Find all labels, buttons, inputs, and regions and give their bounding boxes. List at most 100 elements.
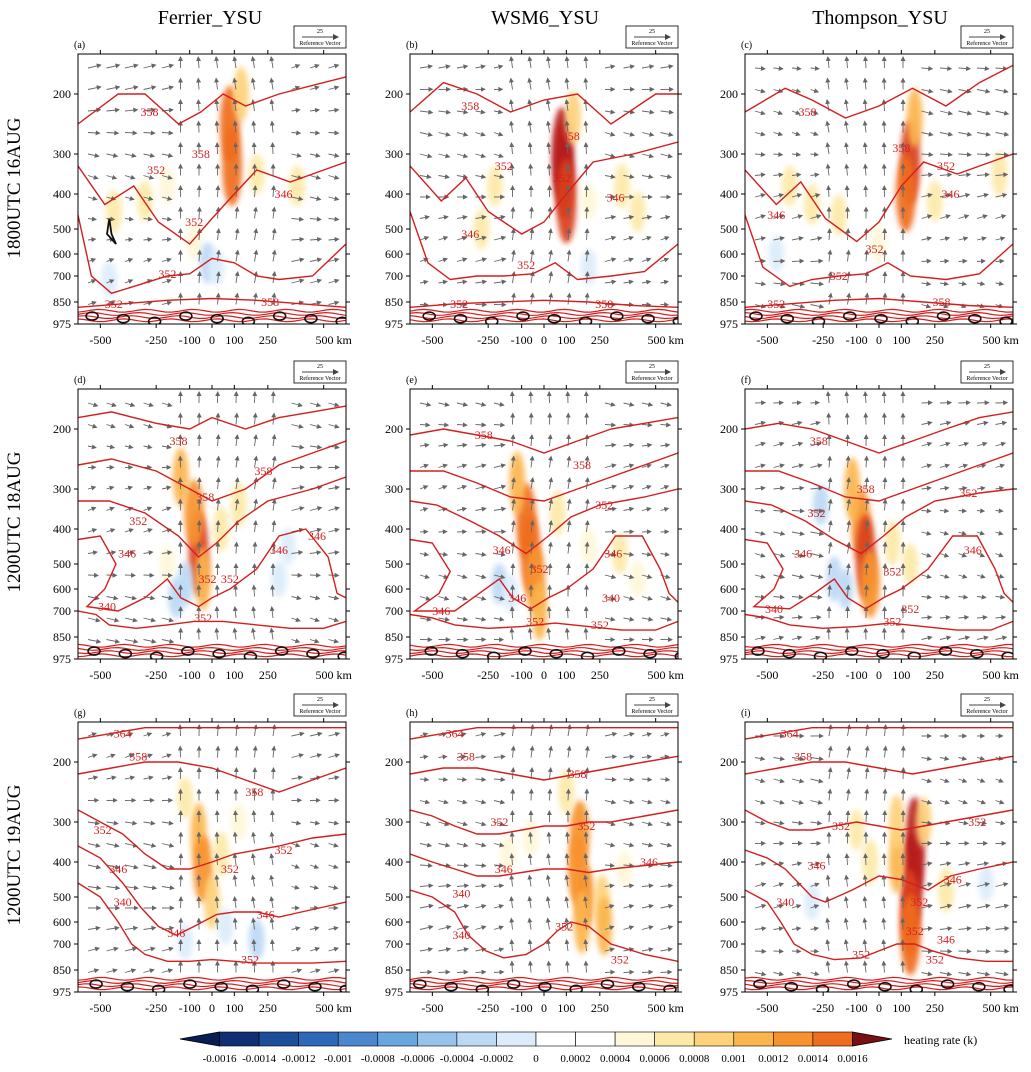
wind-vector bbox=[509, 142, 515, 155]
wind-vector bbox=[271, 292, 277, 305]
wind-vector bbox=[754, 441, 766, 447]
wind-vector bbox=[584, 228, 590, 241]
black-contour-surface bbox=[424, 646, 439, 656]
wind-vector bbox=[564, 99, 570, 112]
x-tick-label: 100 bbox=[557, 333, 575, 347]
x-tick-label: 0 bbox=[541, 1001, 547, 1015]
wind-vector bbox=[87, 638, 102, 644]
wind-vector bbox=[921, 420, 933, 426]
black-contour-surface bbox=[674, 652, 678, 659]
wind-vector bbox=[438, 574, 449, 580]
wind-vector bbox=[196, 99, 202, 112]
wind-vector bbox=[271, 249, 277, 262]
contour-label: 352 bbox=[910, 895, 928, 909]
x-tick-label: 250 bbox=[926, 668, 944, 682]
x-tick-label: -100 bbox=[511, 333, 533, 347]
wind-vector bbox=[250, 627, 256, 640]
wind-vector bbox=[863, 228, 869, 241]
wind-vector bbox=[493, 109, 504, 115]
wind-vector bbox=[143, 444, 153, 450]
y-tick-label: 975 bbox=[385, 985, 403, 999]
wind-vector bbox=[124, 279, 134, 284]
theta-contour-346 bbox=[745, 214, 1013, 288]
wind-vector bbox=[623, 969, 635, 975]
heating-cell bbox=[580, 248, 597, 286]
y-tick-label: 400 bbox=[720, 187, 738, 201]
theta-contour-358 bbox=[745, 64, 1013, 119]
wind-vector bbox=[527, 120, 533, 133]
wind-vector bbox=[493, 969, 505, 975]
theta-contour-352 bbox=[78, 476, 346, 558]
wind-vector bbox=[641, 153, 655, 159]
wind-vector bbox=[309, 236, 323, 242]
wind-vector bbox=[106, 279, 115, 284]
theta-contour-346 bbox=[78, 214, 346, 295]
y-tick-label: 850 bbox=[385, 295, 403, 309]
contour-label: 340 bbox=[776, 895, 794, 909]
wind-vector bbox=[271, 520, 277, 533]
y-tick-label: 600 bbox=[53, 915, 71, 929]
theta-contour-surface bbox=[78, 646, 346, 652]
wind-vector bbox=[548, 520, 554, 533]
wind-vector bbox=[456, 257, 468, 263]
x-tick-label: 250 bbox=[259, 668, 277, 682]
colorbar-tick-label: -0.0014 bbox=[242, 1053, 276, 1065]
panel-label: (i) bbox=[741, 708, 750, 719]
colorbar: -0.0016 -0.0014 -0.0012 -0.001 -0.0008 -0.000… bbox=[179, 1031, 977, 1065]
wind-vector bbox=[196, 56, 202, 69]
wind-vector bbox=[791, 485, 805, 491]
x-tick-label: -100 bbox=[846, 668, 868, 682]
wind-vector bbox=[584, 477, 590, 490]
x-tick-label: 500 km bbox=[315, 1001, 352, 1015]
theta-contour-358 bbox=[410, 416, 678, 454]
y-tick-label: 200 bbox=[385, 755, 403, 769]
wind-vector bbox=[161, 595, 174, 601]
wind-vector bbox=[419, 401, 432, 407]
wind-vector bbox=[773, 258, 786, 264]
x-tick-label: 250 bbox=[926, 333, 944, 347]
reference-vector-value: 25 bbox=[317, 697, 323, 703]
wind-vector bbox=[773, 131, 784, 137]
wind-vector bbox=[511, 271, 517, 284]
wind-vector bbox=[143, 423, 154, 429]
wind-vector bbox=[939, 236, 951, 242]
wind-vector bbox=[106, 216, 116, 222]
wind-vector bbox=[475, 616, 487, 622]
black-contour-surface bbox=[335, 316, 346, 324]
wind-vector bbox=[438, 257, 449, 263]
wind-vector bbox=[475, 442, 487, 448]
heating-cell bbox=[159, 545, 176, 583]
wind-vector bbox=[215, 745, 221, 758]
panel-g: 364 358 358 352 352 346 340 352 346 346 352 (g) 25 Re… bbox=[53, 693, 352, 1015]
theta-contour-358 bbox=[410, 452, 678, 502]
y-tick-label: 850 bbox=[53, 963, 71, 977]
wind-vector bbox=[456, 616, 469, 622]
wind-vector bbox=[419, 109, 434, 115]
reference-vector-box: 25 Reference Vector bbox=[960, 360, 1014, 384]
wind-vector bbox=[791, 463, 804, 469]
heating-cell bbox=[830, 194, 847, 236]
wind-vector bbox=[309, 638, 320, 644]
wind-vector bbox=[546, 163, 552, 176]
contour-label: 340 bbox=[452, 928, 470, 942]
wind-vector bbox=[309, 152, 321, 158]
wind-vector bbox=[623, 214, 635, 220]
wind-vector bbox=[493, 463, 507, 469]
theta-contour-surface bbox=[410, 311, 678, 316]
wind-vector bbox=[493, 235, 507, 241]
wind-vector bbox=[328, 617, 340, 623]
black-contour-surface bbox=[304, 313, 318, 324]
wind-vector bbox=[328, 595, 340, 601]
wind-vector bbox=[660, 257, 670, 263]
wind-vector bbox=[510, 563, 516, 576]
wind-vector bbox=[309, 402, 322, 408]
wind-vector bbox=[161, 402, 173, 408]
wind-vector bbox=[846, 292, 852, 305]
x-tick-label: 100 bbox=[225, 1001, 243, 1015]
wind-vector bbox=[623, 551, 635, 557]
wind-vector bbox=[660, 131, 674, 137]
wind-vector bbox=[252, 185, 258, 198]
wind-vector bbox=[124, 638, 139, 644]
wind-vector bbox=[754, 152, 766, 157]
wind-vector bbox=[234, 455, 240, 468]
